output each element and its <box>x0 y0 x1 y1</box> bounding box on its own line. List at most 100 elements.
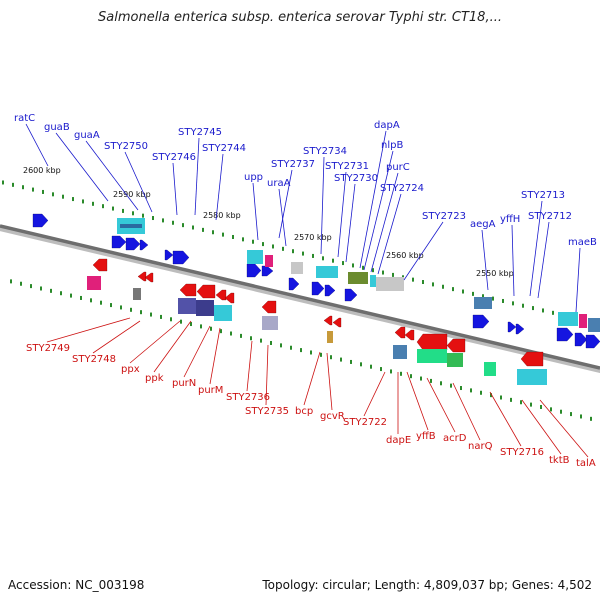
tick-mark <box>552 310 554 315</box>
tick-mark <box>550 407 552 412</box>
gene-label-purc: purC <box>386 162 410 173</box>
tick-mark <box>380 367 382 372</box>
gene-feature-box <box>588 318 600 332</box>
gene-label-sty2716: STY2716 <box>500 447 544 458</box>
tick-mark <box>170 317 172 322</box>
forward-gene-arrow <box>111 235 127 249</box>
tick-mark <box>160 314 162 319</box>
gene-feature-box <box>370 275 376 287</box>
tick-mark <box>330 355 332 360</box>
tick-mark <box>512 301 514 306</box>
forward-gene-arrow <box>324 284 336 297</box>
tick-mark <box>370 364 372 369</box>
tick-mark <box>50 288 52 293</box>
gene-label-sty2748: STY2748 <box>72 354 116 365</box>
tick-mark <box>142 213 144 218</box>
tick-mark <box>2 180 4 185</box>
gene-label-leader <box>363 371 386 417</box>
tick-mark <box>262 242 264 247</box>
tick-mark <box>560 409 562 414</box>
tick-mark <box>442 284 444 289</box>
gene-label-gcvr: gcvR <box>320 411 345 422</box>
forward-gene-arrow <box>507 321 517 333</box>
tick-mark <box>112 206 114 211</box>
tick-mark <box>530 402 532 407</box>
tick-mark <box>210 326 212 331</box>
tick-mark <box>472 291 474 296</box>
gene-label-sty2713: STY2713 <box>521 190 565 201</box>
tick-mark <box>500 395 502 400</box>
gene-label-purm: purM <box>198 385 223 396</box>
forward-gene-arrow <box>139 239 149 251</box>
gene-label-leader <box>46 317 131 343</box>
gene-label-leader <box>215 153 224 221</box>
gene-label-leader <box>278 188 287 247</box>
tick-mark <box>40 286 42 291</box>
forward-gene-arrow <box>311 281 325 296</box>
reverse-gene-arrow <box>179 283 197 297</box>
tick-mark <box>132 211 134 216</box>
label-leaders <box>25 123 589 458</box>
gene-label-leader <box>377 193 402 275</box>
forward-gene-arrow <box>585 334 600 349</box>
tick-mark <box>220 329 222 334</box>
gene-label-leader <box>326 352 333 411</box>
tick-mark <box>280 343 282 348</box>
tick-mark <box>122 208 124 213</box>
gene-feature-box <box>120 224 142 228</box>
tick-mark <box>390 369 392 374</box>
gene-label-leader <box>55 132 109 202</box>
tick-mark <box>302 251 304 256</box>
forward-gene-arrow <box>164 249 174 261</box>
gene-label-leader <box>172 162 178 216</box>
reverse-gene-arrow <box>446 338 466 353</box>
gene-label-sty2734: STY2734 <box>303 146 347 157</box>
gene-label-leader <box>363 150 394 271</box>
tick-mark <box>52 192 54 197</box>
gene-feature-box <box>265 255 273 267</box>
genome-stats-label: Topology: circular; Length: 4,809,037 bp… <box>262 578 592 592</box>
tick-mark <box>320 352 322 357</box>
gene-label-leader <box>153 320 192 373</box>
forward-gene-arrow <box>172 250 190 265</box>
tick-mark <box>490 393 492 398</box>
tick-mark <box>130 307 132 312</box>
scale-tick-label: 2580 kbp <box>203 211 241 220</box>
gene-label-leader <box>370 172 399 273</box>
reverse-gene-arrow <box>323 315 333 326</box>
gene-feature-box <box>348 272 368 284</box>
tick-mark <box>480 390 482 395</box>
tick-mark <box>62 194 64 199</box>
gene-feature-box <box>291 262 303 274</box>
gene-label-leader <box>252 182 259 241</box>
gene-label-leader <box>320 156 325 255</box>
tick-mark <box>420 376 422 381</box>
gene-label-leader <box>124 151 153 213</box>
tick-mark <box>100 300 102 305</box>
gene-label-sty2736: STY2736 <box>226 392 270 403</box>
tick-mark <box>250 336 252 341</box>
tick-mark <box>482 294 484 299</box>
gene-label-leader <box>194 137 200 216</box>
reverse-gene-arrow <box>404 329 415 341</box>
gene-label-uraa: uraA <box>267 178 291 189</box>
tick-mark <box>230 331 232 336</box>
tick-mark <box>440 381 442 386</box>
tick-mark <box>42 189 44 194</box>
gene-label-aega: aegA <box>470 219 496 230</box>
gene-feature-box <box>262 316 278 330</box>
tick-mark <box>432 282 434 287</box>
tick-mark <box>470 388 472 393</box>
scale-tick-label: 2590 kbp <box>113 190 151 199</box>
gene-label-tktb: tktB <box>549 455 570 466</box>
reverse-gene-arrow <box>92 258 108 272</box>
reverse-gene-arrow <box>196 284 216 299</box>
gene-label-leader <box>337 171 347 258</box>
gene-feature-box <box>484 362 496 376</box>
tick-mark <box>570 412 572 417</box>
tick-mark <box>20 281 22 286</box>
tick-mark <box>102 204 104 209</box>
genome-backbone <box>0 224 600 370</box>
gene-feature-box <box>247 250 263 264</box>
